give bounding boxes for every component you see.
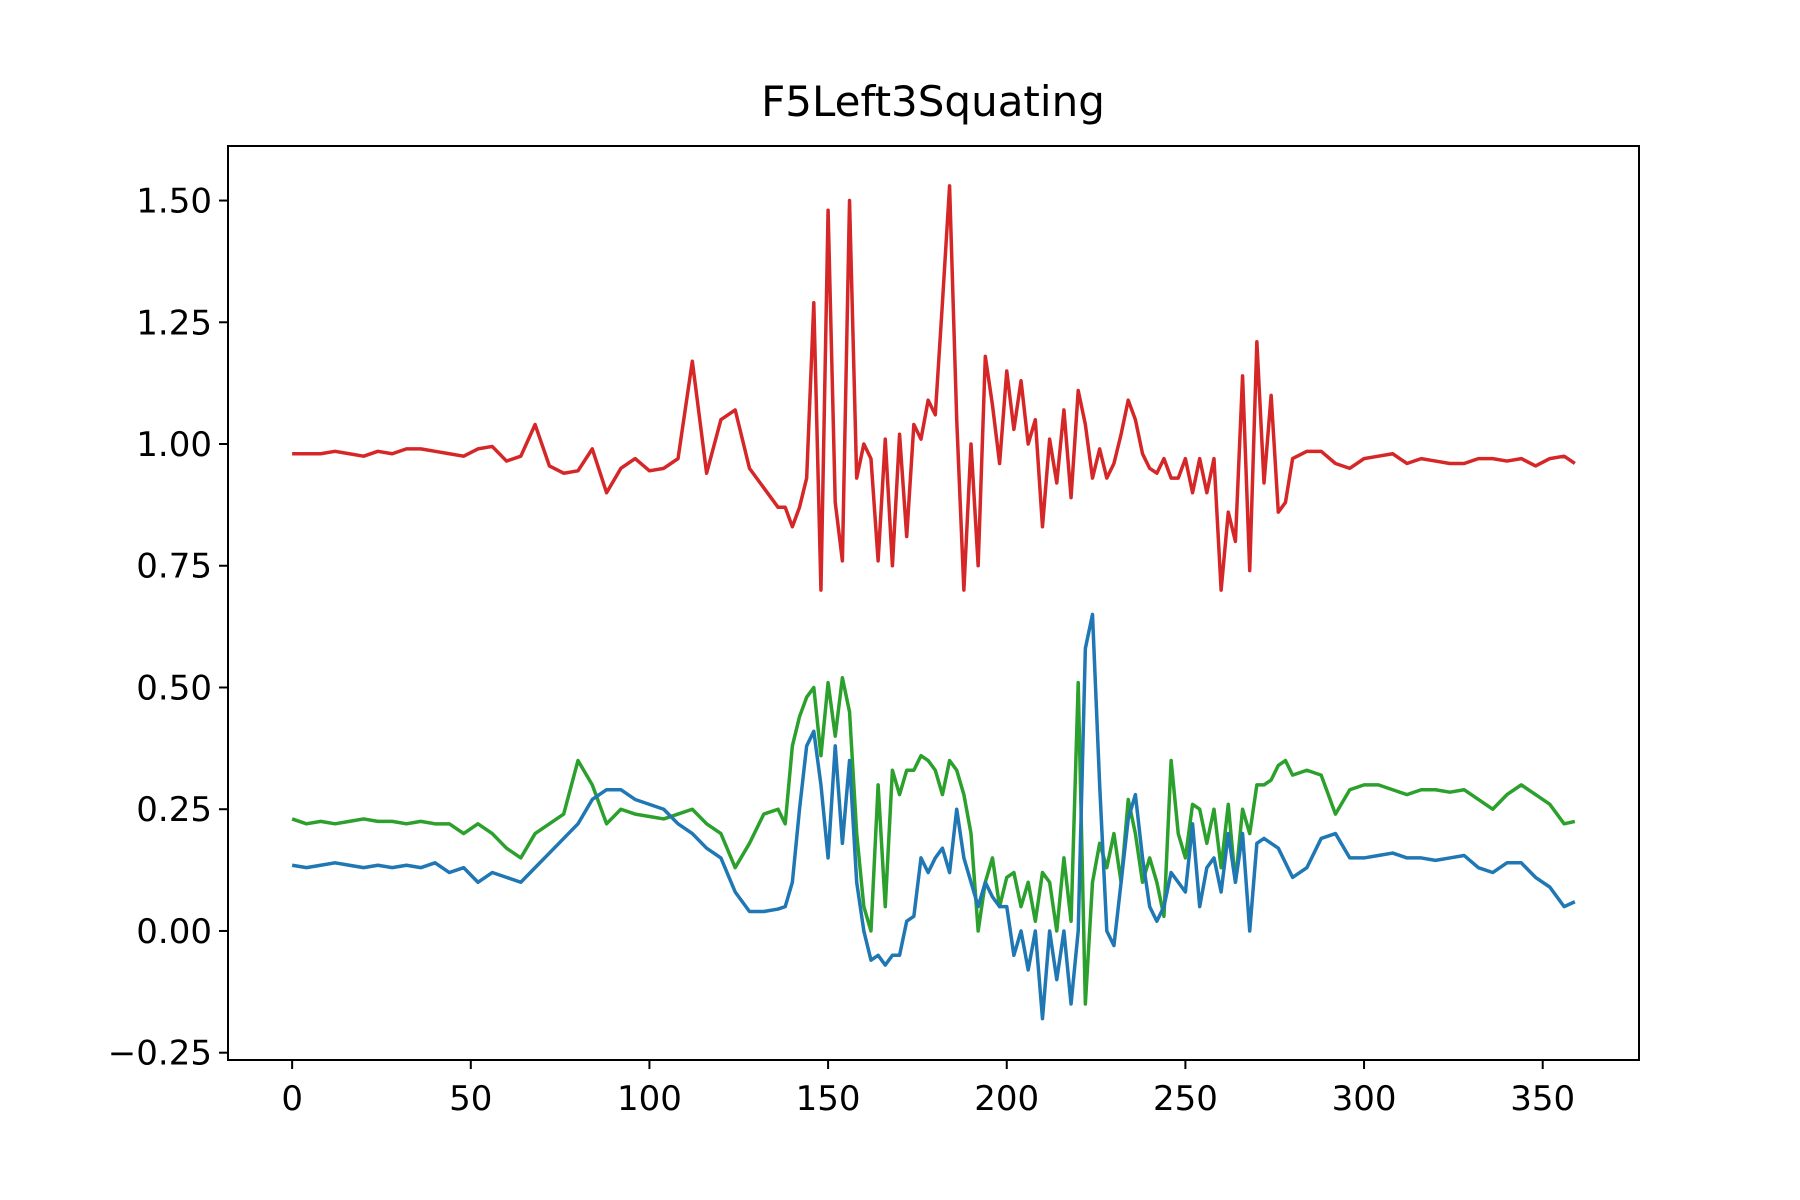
y-tick-label: 1.50 [136,182,212,222]
series-line [292,184,1576,592]
y-tick-label: −0.25 [108,1034,212,1074]
y-tick-label: 0.00 [136,912,212,952]
x-tick-label: 0 [281,1079,303,1119]
y-tick-label: 0.75 [136,547,212,587]
x-tick-label: 150 [796,1079,861,1119]
series-line [291,612,1576,1021]
x-tick-label: 350 [1510,1079,1575,1119]
x-tick-label: 100 [617,1079,682,1119]
x-tick-label: 200 [974,1079,1039,1119]
plot-frame [227,145,1640,1061]
chart-title: F5Left3Squating [761,77,1105,126]
y-tick-label: 1.00 [136,425,212,465]
x-tick-label: 50 [449,1079,492,1119]
x-tick-label: 250 [1153,1079,1218,1119]
y-tick-label: 0.50 [136,668,212,708]
series-line [291,676,1576,1006]
x-tick-label: 300 [1332,1079,1397,1119]
y-tick-label: 0.25 [136,790,212,830]
y-tick-label: 1.25 [136,303,212,343]
